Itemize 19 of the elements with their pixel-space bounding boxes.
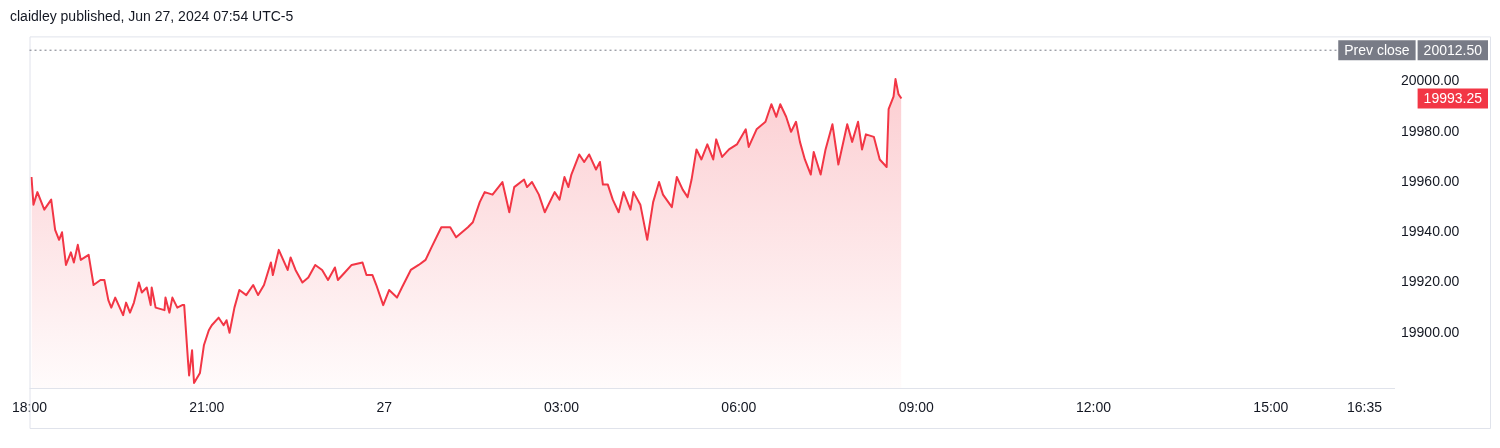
y-tick-label: 19960.00 xyxy=(1401,172,1460,189)
x-tick-label: 09:00 xyxy=(898,399,934,416)
y-tick-label: 20000.00 xyxy=(1401,72,1460,89)
x-tick-label: 03:00 xyxy=(544,399,580,416)
x-tick-label: 15:00 xyxy=(1253,399,1289,416)
x-tick-label: 27 xyxy=(376,399,393,416)
text: 19993.25 xyxy=(1423,90,1483,107)
y-tick-label: 19980.00 xyxy=(1401,122,1460,139)
chart-title: claidley published, Jun 27, 2024 07:54 UTC-5 xyxy=(10,8,294,24)
x-tick-label: 21:00 xyxy=(189,399,225,416)
y-tick-label: 19940.00 xyxy=(1401,223,1460,240)
text: 20012.50 xyxy=(1423,42,1483,59)
x-tick-label: 06:00 xyxy=(721,399,757,416)
x-tick-label: 18:00 xyxy=(11,399,48,416)
y-tick-label: 19900.00 xyxy=(1401,323,1460,340)
ref-line-label: Prev close xyxy=(1344,42,1410,59)
x-tick-label: 12:00 xyxy=(1076,399,1112,416)
x-tick-label: 16:35 xyxy=(1346,399,1383,416)
y-tick-label: 19920.00 xyxy=(1401,273,1460,290)
